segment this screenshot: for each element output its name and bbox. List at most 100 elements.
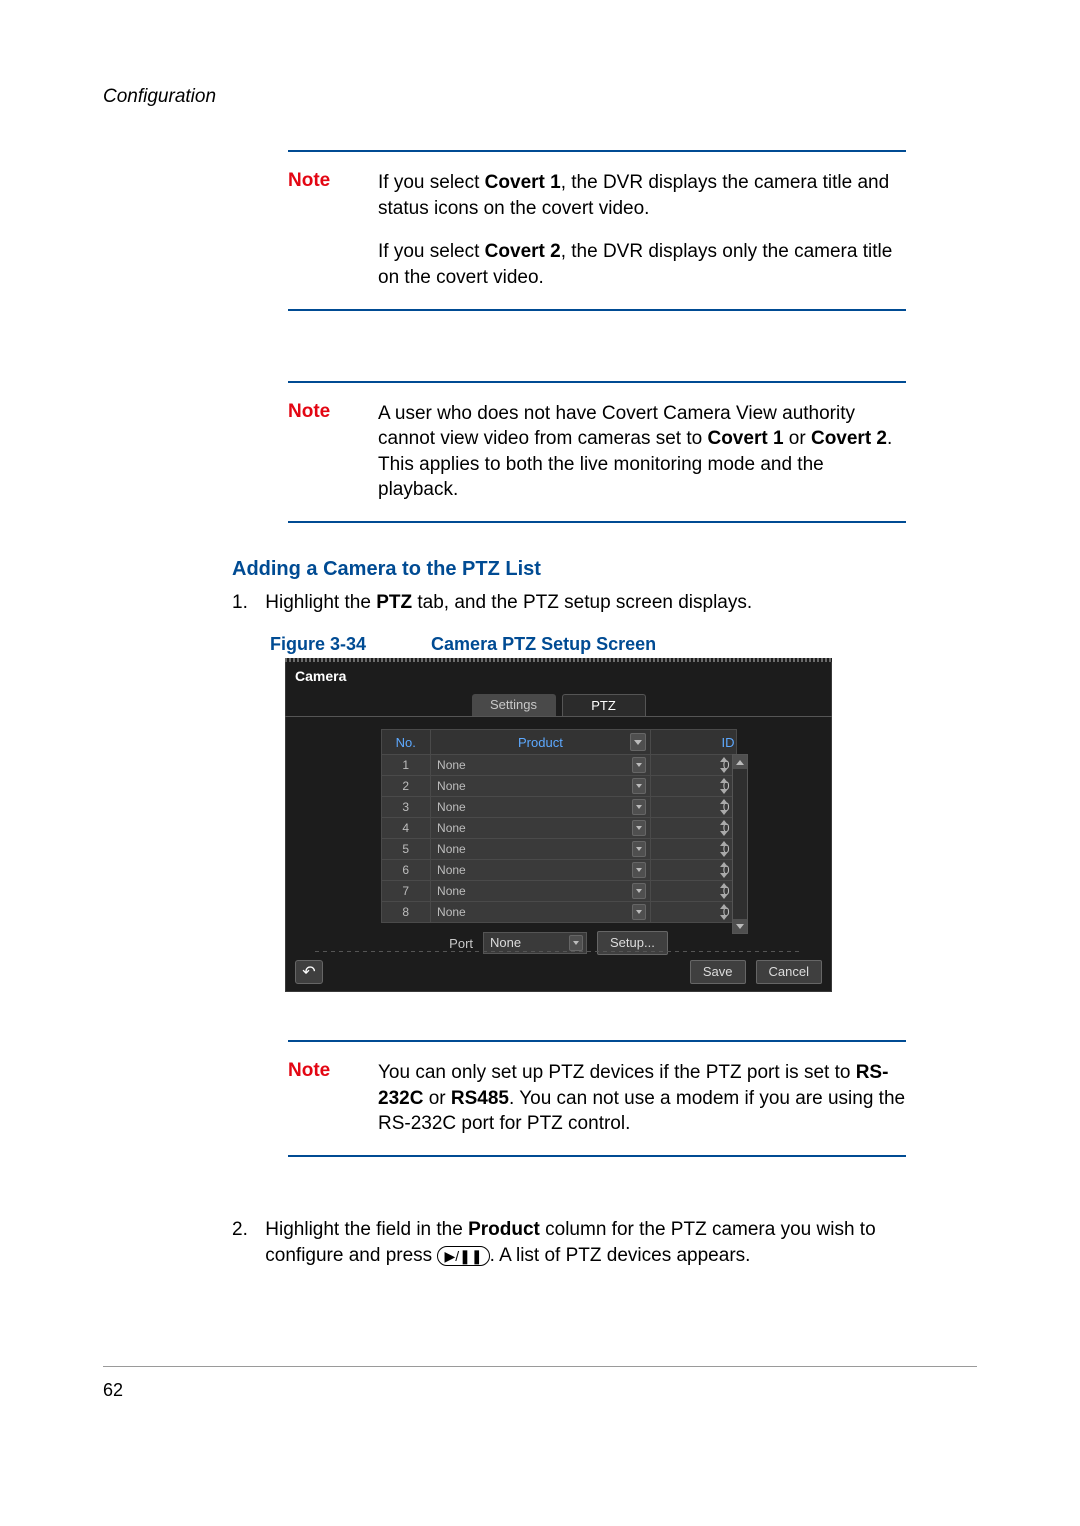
save-button[interactable]: Save (690, 960, 746, 984)
spinner-icon[interactable] (720, 757, 732, 773)
cell-product-value: None (437, 905, 466, 919)
text-bold: Covert 1 (707, 428, 783, 449)
col-header-product[interactable]: Product (431, 730, 651, 755)
text: Highlight the field in the (265, 1219, 468, 1240)
scroll-down-icon[interactable] (733, 919, 747, 933)
cell-no: 8 (381, 902, 431, 923)
text: If you select (378, 241, 485, 262)
cell-product[interactable]: None (431, 797, 651, 818)
ptz-table-body: 1 None 0 2 None 0 3 None 0 (381, 755, 736, 923)
back-button[interactable]: ↶ (295, 960, 323, 984)
footer-rule (103, 1366, 977, 1367)
col-header-no: No. (381, 730, 431, 755)
text: You can only set up PTZ devices if the P… (378, 1062, 856, 1083)
undo-icon: ↶ (302, 962, 315, 982)
table-row: 8 None 0 (381, 902, 736, 923)
cell-id[interactable]: 0 (650, 902, 736, 923)
chevron-down-icon[interactable] (569, 935, 583, 951)
cell-id[interactable]: 0 (650, 818, 736, 839)
cell-id[interactable]: 0 (650, 839, 736, 860)
table-row: 5 None 0 (381, 839, 736, 860)
table-row: 4 None 0 (381, 818, 736, 839)
text-bold: Product (468, 1219, 540, 1240)
cell-no: 5 (381, 839, 431, 860)
table-row: 2 None 0 (381, 776, 736, 797)
figure-caption: Figure 3-34 Camera PTZ Setup Screen (270, 634, 656, 655)
divider (285, 716, 832, 717)
text-bold: Covert 1 (485, 172, 561, 193)
spinner-icon[interactable] (720, 820, 732, 836)
cell-no: 6 (381, 860, 431, 881)
chevron-down-icon[interactable] (632, 757, 646, 773)
tab-ptz[interactable]: PTZ (562, 694, 646, 716)
cell-product-value: None (437, 821, 466, 835)
divider (315, 951, 802, 952)
spinner-icon[interactable] (720, 862, 732, 878)
cancel-button[interactable]: Cancel (756, 960, 822, 984)
tab-settings[interactable]: Settings (472, 694, 556, 716)
chevron-down-icon[interactable] (630, 733, 646, 751)
chevron-down-icon[interactable] (632, 778, 646, 794)
section-heading: Adding a Camera to the PTZ List (232, 558, 541, 581)
spinner-icon[interactable] (720, 841, 732, 857)
note-block-3: Note You can only set up PTZ devices if … (288, 1040, 906, 1157)
dvr-bottom-bar: ↶ Save Cancel (295, 960, 822, 984)
step-number: 1. (232, 592, 260, 614)
cell-product[interactable]: None (431, 860, 651, 881)
step-1: 1. Highlight the PTZ tab, and the PTZ se… (232, 592, 752, 614)
text-bold: PTZ (376, 592, 412, 613)
chevron-down-icon[interactable] (632, 799, 646, 815)
text-bold: Covert 2 (485, 241, 561, 262)
cell-product-value: None (437, 842, 466, 856)
cell-product[interactable]: None (431, 839, 651, 860)
cell-product[interactable]: None (431, 902, 651, 923)
note-body: If you select Covert 1, the DVR displays… (378, 170, 906, 291)
table-row: 6 None 0 (381, 860, 736, 881)
dvr-screenshot: Camera Settings PTZ No. Product ID (285, 658, 832, 992)
cell-id[interactable]: 0 (650, 860, 736, 881)
spinner-icon[interactable] (720, 778, 732, 794)
text: Highlight the (265, 592, 376, 613)
cell-id[interactable]: 0 (650, 881, 736, 902)
cell-product[interactable]: None (431, 881, 651, 902)
cell-product[interactable]: None (431, 755, 651, 776)
note-label: Note (288, 170, 378, 192)
dvr-table-wrap: No. Product ID 1 None 0 (381, 729, 737, 923)
spinner-icon[interactable] (720, 799, 732, 815)
scroll-up-icon[interactable] (733, 755, 747, 769)
text: . A list of PTZ devices appears. (490, 1245, 751, 1266)
text: tab, and the PTZ setup screen displays. (412, 592, 752, 613)
cell-id[interactable]: 0 (650, 797, 736, 818)
chevron-down-icon[interactable] (632, 883, 646, 899)
text: or (784, 428, 811, 449)
cell-id[interactable]: 0 (650, 755, 736, 776)
cell-product[interactable]: None (431, 818, 651, 839)
chevron-down-icon[interactable] (632, 820, 646, 836)
note-block-3-wrap: Note You can only set up PTZ devices if … (288, 1040, 906, 1157)
cell-product[interactable]: None (431, 776, 651, 797)
chevron-down-icon[interactable] (632, 904, 646, 920)
chevron-down-icon[interactable] (632, 862, 646, 878)
port-value: None (490, 935, 521, 950)
text: If you select (378, 172, 485, 193)
chevron-down-icon[interactable] (632, 841, 646, 857)
cell-no: 3 (381, 797, 431, 818)
cell-id[interactable]: 0 (650, 776, 736, 797)
note-label: Note (288, 401, 378, 423)
step-2: 2. Highlight the field in the Product co… (232, 1217, 892, 1268)
spinner-icon[interactable] (720, 904, 732, 920)
note-label: Note (288, 1060, 378, 1082)
note-block-1: Note If you select Covert 1, the DVR dis… (288, 150, 906, 311)
spinner-icon[interactable] (720, 883, 732, 899)
note-body: You can only set up PTZ devices if the P… (378, 1060, 906, 1137)
table-row: 3 None 0 (381, 797, 736, 818)
scrollbar[interactable] (732, 754, 748, 934)
table-row: 1 None 0 (381, 755, 736, 776)
port-label: Port (449, 936, 473, 951)
col-header-product-label: Product (518, 735, 563, 750)
figure-title: Camera PTZ Setup Screen (431, 634, 656, 654)
running-header: Configuration (103, 86, 216, 108)
figure-label: Figure 3-34 (270, 634, 366, 654)
page-number: 62 (103, 1380, 123, 1401)
cell-no: 4 (381, 818, 431, 839)
